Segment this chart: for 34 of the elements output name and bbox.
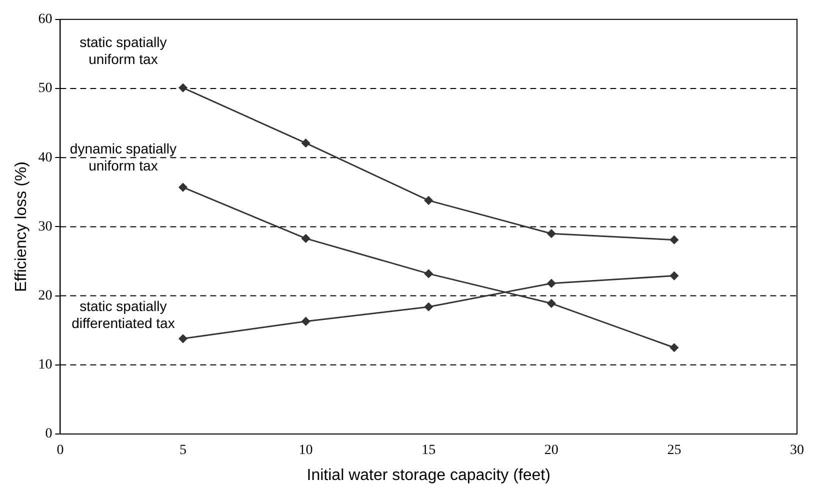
point bbox=[178, 183, 188, 192]
y-axis-title: Efficiency loss (%) bbox=[13, 161, 30, 292]
point bbox=[424, 269, 433, 278]
y-tick-label: 20 bbox=[38, 288, 52, 304]
point bbox=[670, 272, 678, 280]
x-tick-label: 30 bbox=[790, 443, 804, 458]
x-tick-label: 10 bbox=[298, 443, 313, 458]
x-tick-label: 15 bbox=[422, 443, 436, 458]
x-tick-label: 20 bbox=[544, 443, 558, 458]
point bbox=[547, 279, 556, 288]
annotation: dynamic spatially uniform tax bbox=[70, 140, 177, 174]
point bbox=[547, 299, 556, 308]
point bbox=[178, 334, 188, 343]
x-axis-title: Initial water storage capacity (feet) bbox=[306, 466, 550, 484]
y-tick-label: 30 bbox=[38, 219, 52, 234]
y-tick-label: 60 bbox=[38, 12, 52, 28]
point bbox=[670, 343, 678, 352]
point bbox=[670, 236, 678, 244]
annotation: static spatially differentiated tax bbox=[72, 298, 175, 331]
y-tick-label: 50 bbox=[38, 81, 52, 96]
point bbox=[302, 317, 310, 326]
annotation: static spatially uniform tax bbox=[80, 34, 167, 68]
x-tick-label: 5 bbox=[180, 443, 186, 458]
x-tick-label: 0 bbox=[56, 443, 64, 458]
point bbox=[424, 196, 433, 205]
point bbox=[302, 234, 310, 243]
point bbox=[302, 138, 310, 148]
point bbox=[547, 229, 556, 238]
point bbox=[178, 84, 188, 92]
y-tick-label: 40 bbox=[38, 150, 52, 166]
y-tick-label: 0 bbox=[45, 426, 52, 442]
x-tick-label: 25 bbox=[667, 443, 682, 458]
point bbox=[424, 302, 433, 312]
y-tick-label: 10 bbox=[38, 358, 52, 373]
